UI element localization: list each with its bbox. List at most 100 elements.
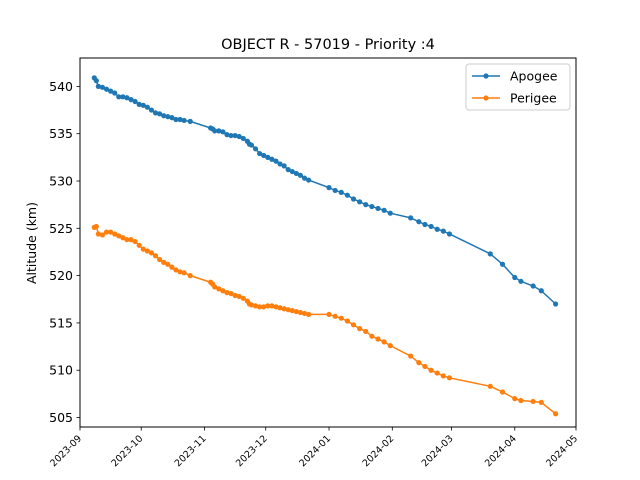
apogee-point <box>99 84 106 90</box>
perigee-point <box>369 333 375 339</box>
perigee-point <box>289 308 295 314</box>
legend-marker-perigee <box>483 95 489 101</box>
perigee-point <box>99 232 106 238</box>
apogee-point <box>152 110 159 116</box>
perigee-point <box>248 302 255 308</box>
perigee-point <box>512 396 518 402</box>
apogee-point <box>277 161 283 167</box>
y-tick-label: 520 <box>49 268 73 283</box>
perigee-point <box>297 309 304 316</box>
apogee-point <box>236 133 242 140</box>
apogee-point <box>387 210 393 216</box>
perigee-point <box>387 343 393 349</box>
perigee-point <box>381 339 387 345</box>
apogee-point <box>369 203 375 210</box>
perigee-point <box>530 398 536 405</box>
perigee-point <box>357 326 363 332</box>
y-tick-label: 525 <box>49 221 73 236</box>
perigee-point <box>124 237 130 243</box>
apogee-point <box>103 86 110 92</box>
apogee-point <box>120 94 126 100</box>
apogee-point <box>93 78 99 84</box>
apogee-point <box>116 94 122 100</box>
perigee-point <box>440 373 446 379</box>
apogee-point <box>95 83 101 89</box>
perigee-point <box>136 242 142 248</box>
apogee-point <box>350 196 357 202</box>
apogee-point <box>140 102 146 108</box>
apogee-point <box>165 114 171 120</box>
apogee-point <box>228 132 234 139</box>
perigee-point <box>363 328 369 335</box>
perigee-point <box>152 253 159 259</box>
perigee-point <box>428 367 434 373</box>
perigee-point <box>285 307 291 313</box>
y-axis-label: Altitude (km) <box>24 202 39 284</box>
apogee-point <box>518 278 524 284</box>
perigee-point <box>306 311 312 318</box>
apogee-point <box>212 128 218 134</box>
perigee-point <box>487 383 493 389</box>
apogee-point <box>512 274 518 281</box>
apogee-point <box>306 177 312 183</box>
apogee-point <box>181 117 187 124</box>
apogee-point <box>136 101 142 107</box>
apogee-point <box>428 223 434 230</box>
perigee-point <box>422 363 428 370</box>
apogee-point <box>338 189 344 195</box>
perigee-point <box>416 360 422 366</box>
apogee-point <box>530 283 536 289</box>
perigee-point <box>408 353 414 359</box>
chart-title: OBJECT R - 57019 - Priority :4 <box>221 37 435 53</box>
perigee-point <box>120 235 126 241</box>
apogee-point <box>224 132 230 138</box>
apogee-point <box>128 97 134 103</box>
perigee-point <box>216 286 222 292</box>
apogee-point <box>144 104 150 110</box>
perigee-point <box>93 223 99 230</box>
apogee-point <box>332 187 338 194</box>
apogee-point <box>434 226 440 232</box>
perigee-point <box>187 273 193 279</box>
perigee-point <box>148 250 155 256</box>
y-tick-label: 535 <box>49 126 73 141</box>
apogee-point <box>220 129 226 135</box>
perigee-point <box>538 399 544 405</box>
apogee-point <box>248 142 255 148</box>
apogee-point <box>375 205 381 212</box>
perigee-point <box>273 304 279 310</box>
apogee-point <box>148 107 155 113</box>
perigee-point <box>326 311 332 318</box>
apogee-point <box>408 215 414 221</box>
perigee-point <box>332 313 338 319</box>
y-tick-label: 530 <box>49 174 73 189</box>
perigee-point <box>375 336 381 342</box>
perigee-point <box>518 397 524 404</box>
apogee-point <box>422 221 428 228</box>
perigee-point <box>240 295 246 301</box>
apogee-point <box>187 118 193 124</box>
perigee-point <box>281 306 287 312</box>
perigee-point <box>108 229 114 235</box>
apogee-point <box>487 251 493 257</box>
perigee-point <box>95 231 101 237</box>
y-tick-label: 510 <box>49 363 73 378</box>
perigee-point <box>140 246 146 252</box>
perigee-point <box>499 389 506 395</box>
y-tick-label: 515 <box>49 315 73 330</box>
perigee-point <box>344 318 350 324</box>
plot-frame <box>79 57 577 428</box>
apogee-point <box>261 152 267 159</box>
apogee-point <box>538 288 544 294</box>
apogee-point <box>265 154 271 160</box>
perigee-point <box>173 267 179 273</box>
perigee-point <box>116 233 122 239</box>
perigee-point <box>157 256 163 263</box>
perigee-point <box>132 238 138 245</box>
apogee-point <box>297 172 304 178</box>
perigee-point <box>144 248 150 254</box>
perigee-point <box>212 284 218 290</box>
apogee-point <box>446 231 453 237</box>
legend-marker-apogee <box>483 73 489 79</box>
